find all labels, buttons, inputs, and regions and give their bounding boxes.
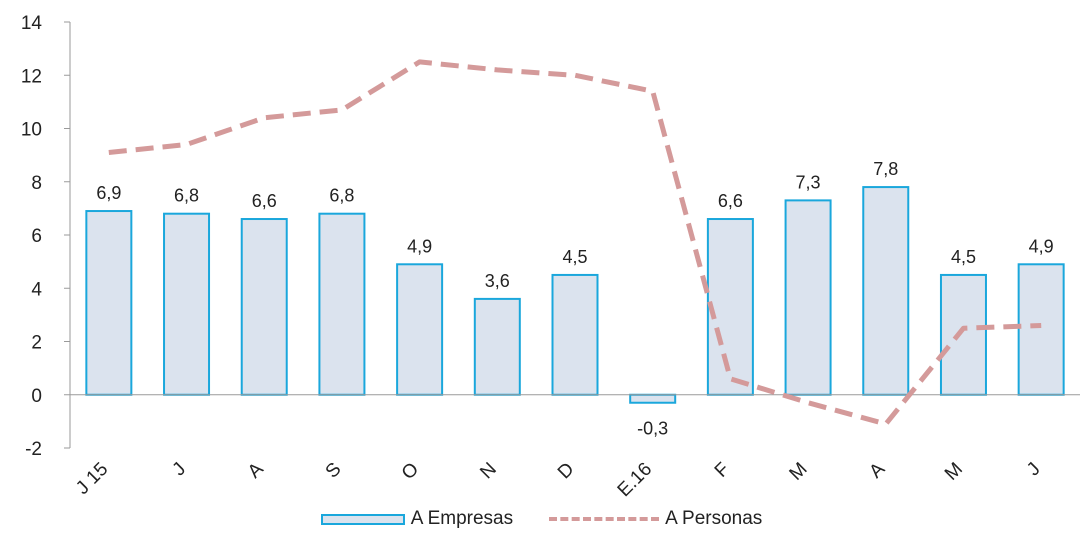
bar-data-label: 6,9 — [96, 183, 121, 203]
bar-data-label: 7,8 — [873, 159, 898, 179]
line-series-personas — [108, 59, 1042, 427]
y-tick-label: -2 — [25, 439, 42, 460]
legend-item-empresas: A Empresas — [320, 508, 514, 530]
x-tick-label: J — [1023, 459, 1045, 481]
bar-data-label: 4,5 — [562, 247, 587, 267]
bar — [862, 186, 910, 396]
bar — [473, 297, 521, 396]
y-tick-label: 2 — [31, 333, 42, 354]
bar-data-label: 4,5 — [951, 247, 976, 267]
bar-data-label: 6,6 — [252, 191, 277, 211]
bar — [551, 273, 599, 396]
bar-data-label: 6,8 — [329, 186, 354, 206]
bar-data-label: 7,3 — [796, 172, 821, 192]
y-tick-label: 0 — [31, 386, 42, 407]
y-tick-label: 10 — [21, 120, 42, 141]
bar-data-labels: 6,9 6,8 6,6 6,8 4,9 3,6 4,5 -0,3 6,6 7,3 7,8 4,5 4,9 — [96, 159, 1053, 439]
y-tick-label: 4 — [31, 279, 42, 300]
legend-item-personas: A Personas — [549, 508, 762, 530]
x-tick-label: N — [476, 459, 501, 484]
bar-data-label: 4,9 — [407, 236, 432, 256]
bar-series-empresas — [85, 186, 1065, 404]
x-tick-label: S — [322, 459, 346, 483]
bar — [1017, 263, 1065, 396]
legend-swatch-bar — [320, 513, 405, 525]
bar — [318, 212, 366, 396]
legend-label-empresas: A Empresas — [410, 508, 514, 529]
x-tick-label: D — [554, 459, 579, 484]
bar — [784, 199, 832, 396]
bar — [85, 210, 133, 396]
y-tick-label: 6 — [31, 226, 42, 247]
legend-label-personas: A Personas — [665, 508, 763, 529]
x-axis: J 15 J A S O N D E.16 F M A M J — [70, 394, 1080, 501]
x-tick-label: E.16 — [614, 459, 656, 501]
x-tick-label: J 15 — [72, 459, 112, 499]
legend-swatch-dashed-line — [549, 517, 660, 521]
bar-data-label: -0,3 — [637, 419, 668, 439]
bar-data-label: 6,8 — [174, 186, 199, 206]
bar — [629, 393, 677, 404]
legend: A Empresas A Personas — [0, 508, 1083, 530]
y-tick-label: 12 — [21, 66, 42, 87]
bar — [163, 212, 211, 396]
x-tick-label: F — [711, 459, 734, 482]
x-tick-label: A — [244, 458, 268, 482]
bar-data-label: 3,6 — [485, 271, 510, 291]
y-axis: -2 0 2 4 6 8 10 12 14 — [21, 13, 71, 460]
bar-data-label: 6,6 — [718, 191, 743, 211]
x-tick-label: A — [865, 458, 889, 482]
y-tick-label: 14 — [21, 13, 43, 34]
x-tick-label: O — [398, 459, 423, 484]
x-tick-label: M — [786, 459, 812, 485]
x-tick-label: M — [941, 459, 967, 485]
bar — [396, 263, 444, 396]
bar-data-label: 4,9 — [1029, 236, 1054, 256]
bar — [706, 218, 754, 396]
x-tick-label: J — [169, 459, 191, 481]
bar — [939, 273, 987, 396]
bar — [240, 218, 288, 396]
y-tick-label: 8 — [31, 173, 42, 194]
